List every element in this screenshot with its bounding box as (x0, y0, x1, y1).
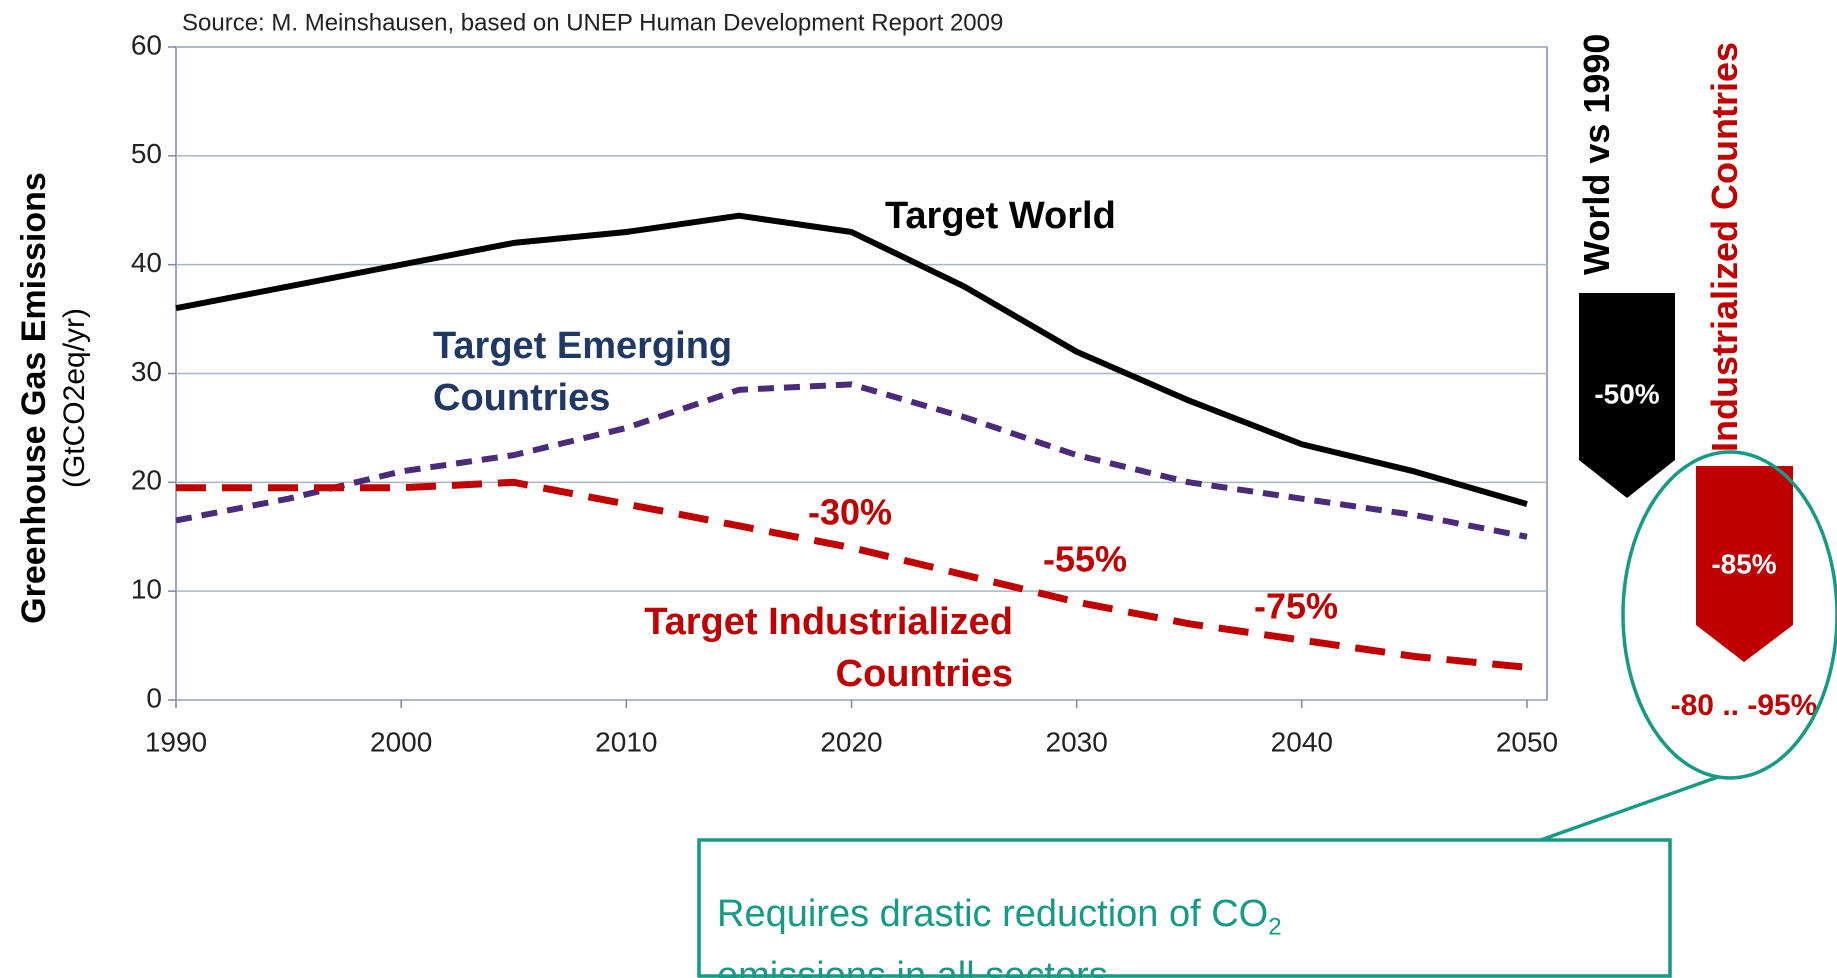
annotation: -30% (808, 492, 892, 533)
world-label: World vs 1990 (1576, 33, 1617, 275)
series-label: Target Emerging Countries (433, 325, 733, 419)
highlight-ellipse (1621, 450, 1837, 780)
y-axis-label: Greenhouse Gas Emissions (15, 172, 53, 624)
callout-box (697, 838, 1672, 978)
y-tick-label: 60 (131, 29, 162, 60)
x-tick-label: 2040 (1271, 726, 1333, 757)
x-tick-label: 2050 (1496, 726, 1558, 757)
industrialized-range: -80 .. -95% (1671, 689, 1818, 722)
x-tick-label: 2000 (370, 726, 432, 757)
y-tick-label: 50 (131, 138, 162, 169)
y-tick-label: 20 (131, 465, 162, 496)
series-label: Target World (885, 195, 1116, 237)
y-tick-label: 40 (131, 247, 162, 278)
series-line (175, 212, 1528, 507)
industrialized-label: Industrialized Countries (1704, 41, 1745, 452)
x-tick-label: 2010 (595, 726, 657, 757)
callout-text: Requires drastic reduction of CO2 emissi… (717, 890, 1282, 978)
annotation: -75% (1254, 586, 1338, 627)
callout-line: Requires drastic reduction of CO2 (717, 890, 1282, 952)
world-change: -50% (1594, 378, 1659, 409)
x-tick-label: 2030 (1046, 726, 1108, 757)
series-line (175, 381, 1528, 540)
y-tick-label: 30 (131, 356, 162, 387)
callout-subscript: 2 (1268, 913, 1282, 941)
x-tick-label: 1990 (145, 726, 207, 757)
series-label: Target Industrialized Countries (644, 601, 1013, 695)
annotation: -55% (1043, 539, 1127, 580)
world-arrow (1579, 293, 1675, 498)
x-tick-label: 2020 (820, 726, 882, 757)
y-tick-label: 0 (146, 682, 162, 713)
y-axis-unit: (GtCO2eq/yr) (58, 308, 91, 488)
callout-line: emissions in all sectors (717, 954, 1108, 978)
callout-text-part: Requires drastic reduction of CO (717, 893, 1269, 935)
chart-subtitle: Source: M. Meinshausen, based on UNEP Hu… (182, 9, 1003, 36)
industrialized-change: -85% (1711, 548, 1776, 579)
callout-connector (1534, 775, 1719, 844)
y-tick-label: 10 (131, 574, 162, 605)
industrialized-arrow (1696, 466, 1793, 662)
